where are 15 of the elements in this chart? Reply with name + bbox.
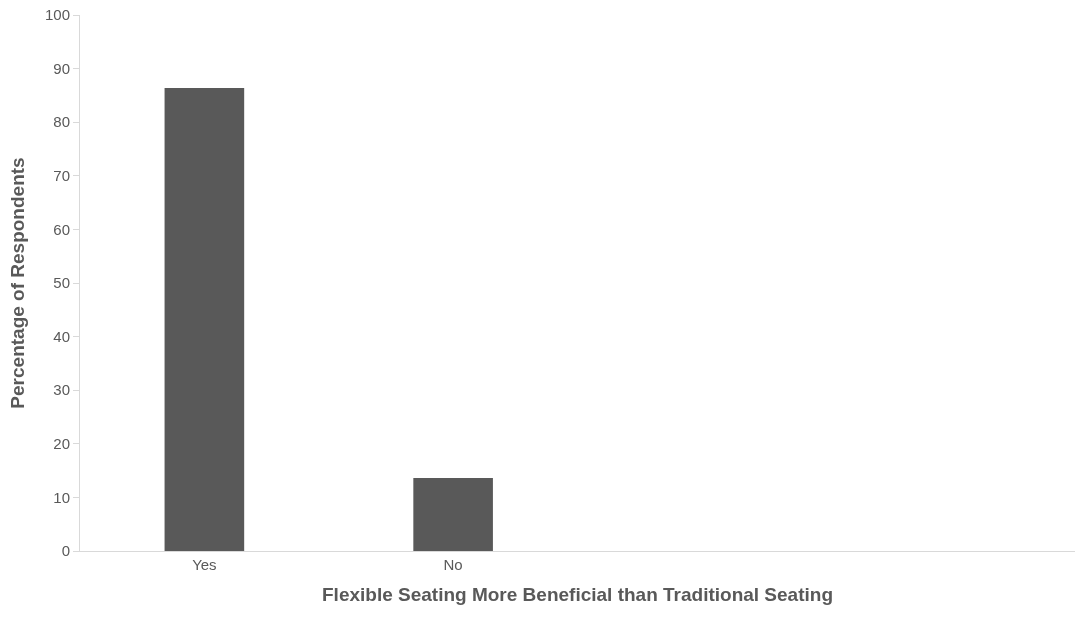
y-tick-label: 30	[53, 381, 70, 399]
y-tick-label: 40	[53, 327, 70, 345]
y-axis-title: Percentage of Respondents	[6, 157, 28, 409]
x-axis-title: Flexible Seating More Beneficial than Traditional Seating	[322, 583, 833, 605]
y-tick-label: 50	[53, 274, 70, 292]
y-tick-label: 0	[61, 542, 70, 560]
y-tick-label: 10	[53, 488, 70, 506]
y-tick-label: 90	[53, 59, 70, 77]
x-tick-label: No	[443, 556, 463, 573]
y-tick-label: 100	[44, 6, 70, 24]
y-tick-label: 80	[53, 113, 70, 131]
y-tick-label: 60	[53, 220, 70, 238]
y-tick-label: 20	[53, 435, 70, 453]
x-tick-label: Yes	[192, 556, 217, 573]
y-tick-label: 70	[53, 167, 70, 185]
